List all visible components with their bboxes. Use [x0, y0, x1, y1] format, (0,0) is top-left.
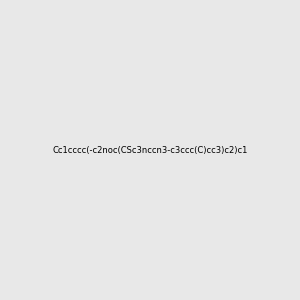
Text: Cc1cccc(-c2noc(CSc3nccn3-c3ccc(C)cc3)c2)c1: Cc1cccc(-c2noc(CSc3nccn3-c3ccc(C)cc3)c2)… — [52, 146, 248, 154]
